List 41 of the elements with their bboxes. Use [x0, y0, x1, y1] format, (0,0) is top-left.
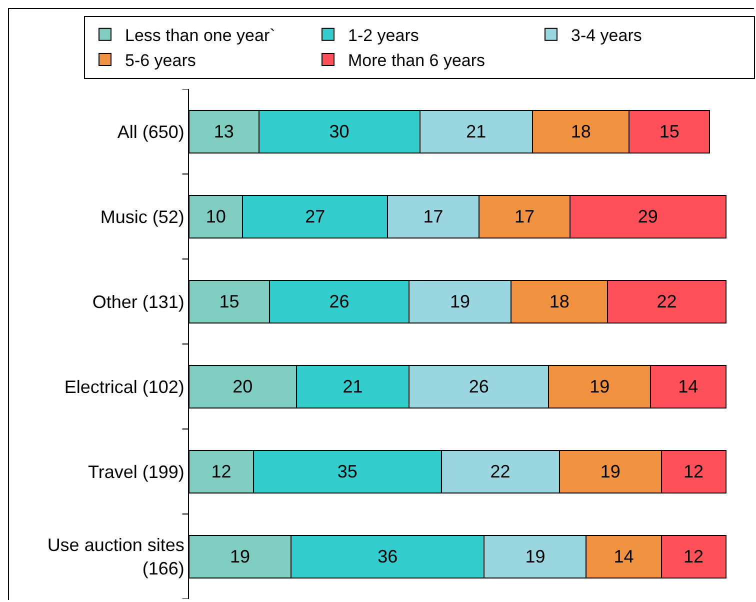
y-tick-label: Travel (199) [88, 462, 184, 482]
data-label: 12 [684, 546, 704, 566]
data-label: 15 [659, 122, 680, 142]
data-label: 12 [211, 462, 232, 482]
data-label: 19 [230, 546, 250, 566]
data-label: 19 [525, 546, 546, 566]
data-label: 14 [614, 546, 634, 566]
data-label: 12 [684, 462, 704, 482]
data-label: 18 [549, 292, 570, 312]
data-label: 14 [678, 376, 698, 396]
data-label: 17 [514, 206, 534, 226]
data-label: 20 [232, 376, 253, 396]
legend-label: 1-2 years [348, 26, 419, 45]
legend-label: Less than one year` [125, 26, 276, 45]
data-label: 21 [466, 122, 486, 142]
data-label: 27 [305, 206, 326, 226]
data-label: 13 [214, 122, 234, 142]
data-label: 10 [206, 206, 226, 226]
legend-label: 5-6 years [125, 51, 196, 70]
data-label: 35 [337, 462, 358, 482]
data-label: 19 [600, 462, 620, 482]
data-label: 19 [590, 376, 610, 396]
data-label: 19 [450, 292, 470, 312]
data-label: 15 [219, 292, 240, 312]
y-tick-label: Other (131) [92, 292, 184, 312]
data-label: 18 [570, 122, 591, 142]
data-label: 21 [342, 376, 363, 396]
legend-label: More than 6 years [348, 51, 486, 70]
data-label: 22 [656, 292, 677, 312]
data-label: 22 [490, 462, 510, 482]
data-label: 26 [468, 376, 489, 396]
data-label: 30 [329, 122, 350, 142]
legend-label: 3-4 years [571, 26, 642, 45]
data-label: 17 [423, 206, 444, 226]
y-tick-label: Use auction sites (166) [47, 535, 184, 578]
data-label: 36 [378, 546, 398, 566]
y-tick-label: Music (52) [100, 206, 184, 227]
y-tick-label: Electrical (102) [64, 376, 184, 397]
y-tick-label: All (650) [117, 122, 184, 142]
data-label: 29 [638, 206, 658, 226]
data-label: 26 [329, 292, 350, 312]
